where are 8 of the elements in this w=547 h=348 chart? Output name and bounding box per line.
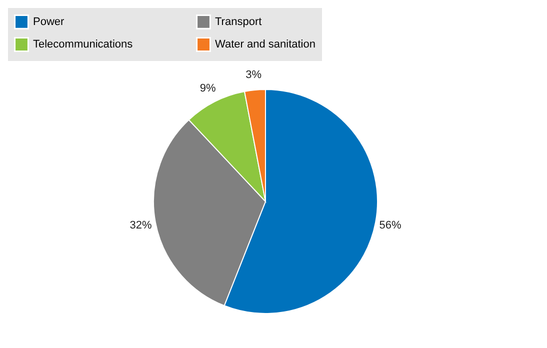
data-label: 9%: [200, 82, 216, 94]
legend-label: Power: [33, 16, 65, 28]
legend-label: Water and sanitation: [215, 38, 316, 50]
legend-label: Telecommunications: [33, 38, 134, 50]
legend-label: Transport: [215, 16, 262, 28]
data-label: 32%: [130, 219, 152, 232]
data-label: 3%: [246, 69, 262, 82]
data-label: 56%: [379, 219, 402, 232]
